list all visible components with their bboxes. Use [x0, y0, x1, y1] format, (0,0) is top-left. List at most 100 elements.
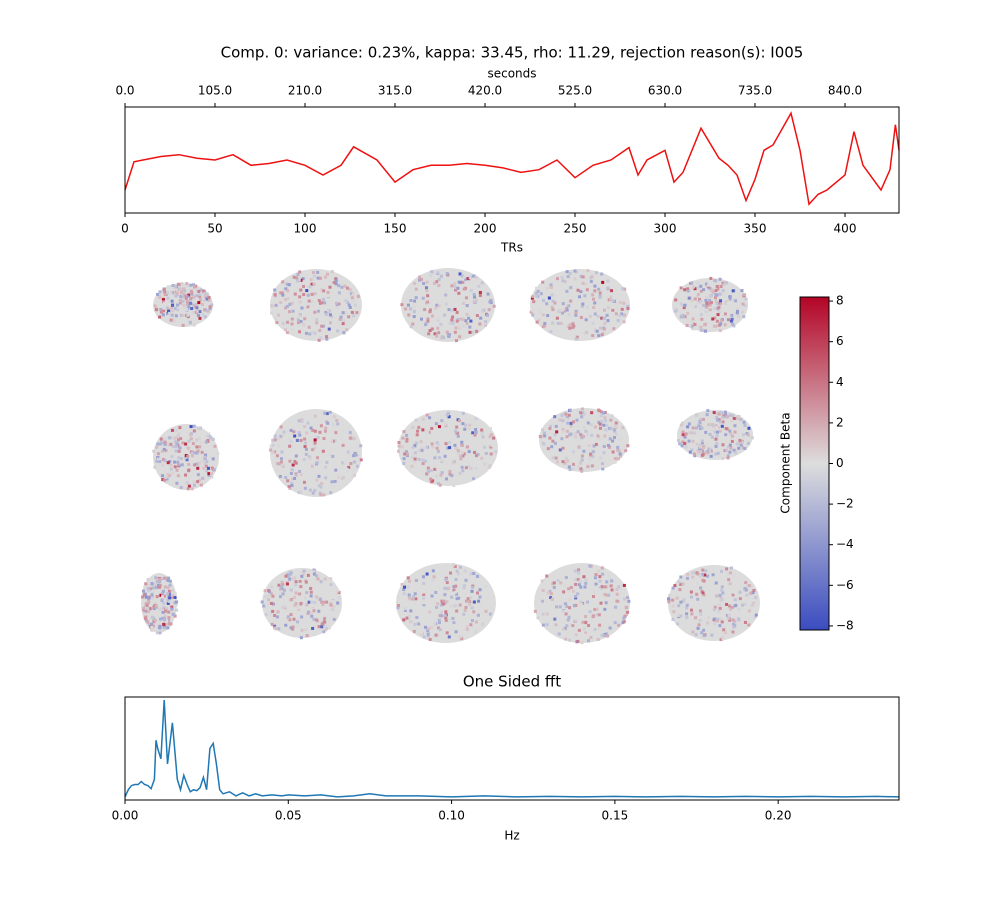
- voxel: [320, 324, 324, 328]
- voxel: [400, 582, 404, 586]
- voxel: [701, 578, 705, 582]
- voxel: [561, 460, 565, 464]
- voxel: [541, 313, 545, 317]
- voxel: [743, 293, 747, 297]
- voxel: [287, 283, 291, 287]
- voxel: [161, 577, 165, 581]
- voxel: [724, 448, 728, 452]
- voxel: [616, 457, 620, 461]
- voxel: [309, 590, 313, 594]
- voxel: [192, 483, 196, 487]
- voxel: [597, 408, 601, 412]
- voxel: [271, 609, 275, 613]
- voxel: [458, 603, 462, 607]
- voxel: [424, 446, 428, 450]
- voxel: [289, 471, 293, 475]
- voxel: [156, 631, 160, 635]
- voxel: [702, 593, 706, 597]
- voxel: [567, 587, 571, 591]
- voxel: [204, 464, 208, 468]
- voxel: [173, 614, 177, 618]
- voxel: [586, 639, 590, 643]
- voxel: [471, 431, 475, 435]
- voxel: [193, 463, 197, 467]
- voxel: [184, 296, 188, 300]
- voxel: [453, 443, 457, 447]
- voxel: [434, 306, 438, 310]
- voxel: [567, 413, 571, 417]
- voxel: [281, 321, 285, 325]
- voxel: [465, 445, 469, 449]
- voxel: [414, 579, 418, 583]
- voxel: [455, 425, 459, 429]
- voxel: [453, 307, 457, 311]
- voxel: [695, 442, 699, 446]
- voxel: [176, 460, 180, 464]
- voxel: [597, 287, 601, 291]
- voxel: [747, 623, 751, 627]
- voxel: [601, 462, 605, 466]
- voxel: [445, 330, 449, 334]
- voxel: [216, 452, 220, 456]
- voxel: [345, 469, 349, 473]
- voxel: [286, 320, 290, 324]
- voxel: [679, 614, 683, 618]
- voxel: [309, 586, 313, 590]
- voxel: [445, 600, 449, 604]
- voxel: [312, 274, 316, 278]
- voxel: [554, 623, 558, 627]
- voxel: [277, 444, 281, 448]
- colorbar-tick-label: 6: [836, 334, 844, 348]
- voxel: [686, 425, 690, 429]
- voxel: [462, 584, 466, 588]
- voxel: [144, 605, 148, 609]
- voxel: [439, 322, 443, 326]
- voxel: [549, 330, 553, 334]
- voxel: [300, 574, 304, 578]
- voxel: [337, 291, 341, 295]
- voxel: [582, 412, 586, 416]
- voxel: [711, 317, 715, 321]
- voxel: [292, 430, 296, 434]
- voxel: [175, 481, 179, 485]
- voxel: [474, 427, 478, 431]
- voxel: [312, 570, 316, 574]
- voxel: [586, 421, 590, 425]
- voxel: [586, 433, 590, 437]
- voxel: [332, 415, 336, 419]
- voxel: [598, 579, 602, 583]
- voxel: [446, 446, 450, 450]
- voxel: [325, 337, 329, 341]
- voxel: [402, 430, 406, 434]
- voxel: [435, 280, 439, 284]
- voxel: [679, 575, 683, 579]
- voxel: [202, 298, 206, 302]
- voxel: [749, 584, 753, 588]
- voxel: [304, 580, 308, 584]
- voxel: [186, 487, 190, 491]
- voxel: [299, 319, 303, 323]
- voxel: [313, 446, 317, 450]
- voxel: [189, 289, 193, 293]
- voxel: [697, 424, 701, 428]
- voxel: [153, 581, 157, 585]
- voxel: [472, 300, 476, 304]
- voxel: [717, 304, 721, 308]
- voxel: [396, 606, 400, 610]
- voxel: [288, 459, 292, 463]
- voxel: [303, 425, 307, 429]
- voxel: [561, 279, 565, 283]
- voxel: [747, 426, 751, 430]
- voxel: [608, 626, 612, 630]
- voxel: [283, 606, 287, 610]
- voxel: [473, 295, 477, 299]
- voxel: [425, 572, 429, 576]
- voxel: [599, 601, 603, 605]
- voxel: [585, 305, 589, 309]
- voxel: [721, 637, 725, 641]
- voxel: [726, 318, 730, 322]
- voxel: [438, 614, 442, 618]
- voxel: [300, 615, 304, 619]
- voxel: [208, 305, 212, 309]
- voxel: [715, 430, 719, 434]
